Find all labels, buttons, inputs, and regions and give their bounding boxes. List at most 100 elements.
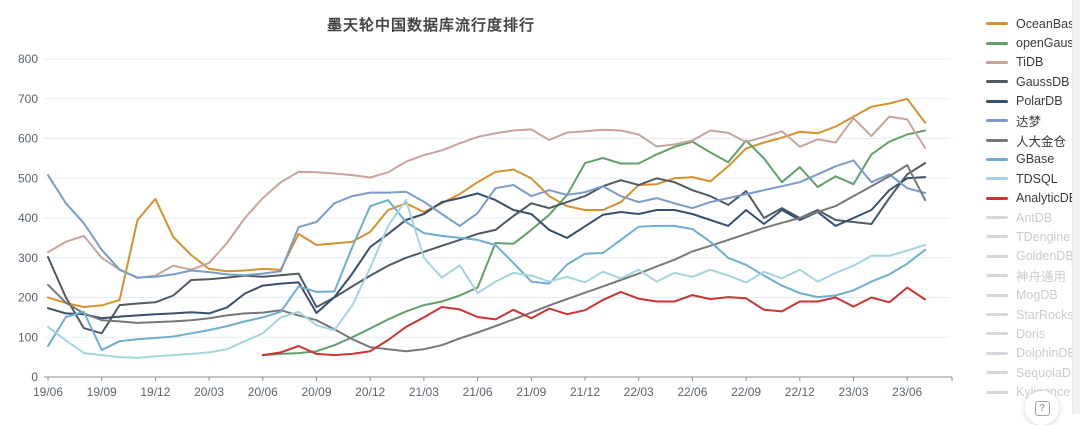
series-line-openGauss [261, 129, 927, 357]
legend-swatch [986, 177, 1008, 181]
svg-text:21/12: 21/12 [570, 385, 600, 399]
series-line-PolarDB [47, 176, 927, 320]
legend-label: 达梦 [1016, 115, 1042, 130]
legend-swatch [986, 274, 1008, 278]
legend-label: MogDB [1016, 288, 1058, 303]
svg-text:21/09: 21/09 [516, 385, 546, 399]
legend-label: AntDB [1016, 210, 1053, 225]
svg-text:23/03: 23/03 [838, 385, 868, 399]
legend-label: TDengine [1016, 229, 1071, 244]
legend-item-达梦[interactable]: 达梦 [986, 111, 1074, 130]
svg-text:400: 400 [18, 211, 38, 225]
x-axis: 19/06 19/09 19/12 20/03 20/06 20/09 20/12 21/03… [33, 376, 953, 399]
legend-swatch [986, 80, 1008, 84]
legend-swatch [986, 157, 1008, 161]
legend-label: 人大金仓 [1016, 134, 1067, 149]
svg-text:20/03: 20/03 [194, 385, 224, 399]
legend-swatch [986, 196, 1008, 200]
legend-swatch [986, 351, 1008, 355]
svg-text:22/09: 22/09 [731, 385, 761, 399]
legend-item-GaussDB[interactable]: GaussDB [986, 72, 1074, 91]
scrollbar[interactable] [1072, 0, 1080, 414]
series-line-AnalyticDB [261, 286, 927, 357]
legend-item-GBase[interactable]: GBase [986, 150, 1074, 169]
legend-swatch [986, 60, 1008, 64]
svg-text:21/06: 21/06 [463, 385, 493, 399]
svg-text:19/06: 19/06 [33, 385, 63, 399]
legend-item-TiDB[interactable]: TiDB [986, 53, 1074, 72]
chart-canvas: 0 100 200 300 400 500 600 700 800 19/06 19/09 19/12… [18, 52, 953, 399]
svg-text:0: 0 [31, 370, 38, 384]
legend-label: GaussDB [1016, 74, 1070, 89]
legend-label: GBase [1016, 152, 1055, 167]
legend-label: 神舟通用 [1016, 270, 1067, 285]
svg-text:700: 700 [18, 92, 38, 106]
chart-title: 墨天轮中国数据库流行度排行 [326, 17, 536, 34]
svg-text:200: 200 [18, 291, 38, 305]
legend-swatch [986, 293, 1008, 297]
legend-label: OceanBase [1016, 16, 1080, 31]
legend-swatch [986, 371, 1008, 375]
legend-label: TDSQL [1016, 171, 1058, 186]
legend-item-TDengine[interactable]: TDengine [986, 227, 1074, 246]
series-line-TiDB [47, 115, 927, 279]
legend: OceanBase openGauss TiDB GaussDB PolarDB 达梦人大… [986, 14, 1080, 402]
svg-text:20/06: 20/06 [248, 385, 278, 399]
legend-swatch [986, 313, 1008, 317]
series-line-TDSQL [47, 199, 927, 359]
legend-swatch [986, 119, 1008, 123]
svg-text:100: 100 [18, 330, 38, 344]
legend-item-OceanBase[interactable]: OceanBase [986, 14, 1080, 33]
legend-label: AnalyticDB [1016, 191, 1078, 206]
legend-item-SequoiaDB[interactable]: SequoiaDB [986, 363, 1079, 382]
legend-item-AnalyticDB[interactable]: AnalyticDB [986, 189, 1078, 208]
legend-item-AntDB[interactable]: AntDB [986, 208, 1074, 227]
legend-item-MogDB[interactable]: MogDB [986, 285, 1074, 304]
boxed-question-mark-icon: ? [1034, 400, 1050, 416]
legend-swatch [986, 216, 1008, 220]
legend-item-DolphinDB[interactable]: DolphinDB [986, 344, 1076, 363]
series-line-OceanBase [47, 97, 927, 308]
svg-text:23/06: 23/06 [892, 385, 922, 399]
legend-item-StarRocks[interactable]: StarRocks [986, 305, 1074, 324]
legend-item-TDSQL[interactable]: TDSQL [986, 169, 1074, 188]
legend-label: StarRocks [1016, 307, 1074, 322]
legend-label: Doris [1016, 326, 1046, 341]
legend-swatch [986, 22, 1008, 26]
legend-swatch [986, 138, 1008, 142]
svg-text:22/06: 22/06 [677, 385, 707, 399]
legend-label: GoldenDB [1016, 249, 1074, 264]
legend-item-神舟通用[interactable]: 神舟通用 [986, 266, 1074, 285]
svg-text:800: 800 [18, 52, 38, 66]
svg-text:300: 300 [18, 251, 38, 265]
legend-item-人大金仓[interactable]: 人大金仓 [986, 130, 1074, 149]
svg-text:22/12: 22/12 [785, 385, 815, 399]
legend-swatch [986, 99, 1008, 103]
svg-text:500: 500 [18, 171, 38, 185]
legend-item-GoldenDB[interactable]: GoldenDB [986, 247, 1074, 266]
svg-text:600: 600 [18, 132, 38, 146]
svg-text:20/12: 20/12 [355, 385, 385, 399]
legend-label: TiDB [1016, 55, 1044, 70]
svg-text:19/12: 19/12 [140, 385, 170, 399]
legend-label: DolphinDB [1016, 346, 1076, 361]
svg-text:21/03: 21/03 [409, 385, 439, 399]
series-line-人大金仓 [47, 164, 927, 353]
legend-swatch [986, 235, 1008, 239]
legend-item-PolarDB[interactable]: PolarDB [986, 92, 1074, 111]
svg-text:20/09: 20/09 [301, 385, 331, 399]
legend-item-openGauss[interactable]: openGauss [986, 33, 1080, 52]
legend-swatch [986, 390, 1008, 394]
help-button[interactable]: ? [1025, 391, 1059, 425]
legend-swatch [986, 254, 1008, 258]
legend-swatch [986, 332, 1008, 336]
legend-item-Doris[interactable]: Doris [986, 324, 1074, 343]
y-axis: 0 100 200 300 400 500 600 700 800 [18, 52, 38, 384]
series-line-GBase [47, 199, 927, 351]
legend-label: SequoiaDB [1016, 365, 1080, 380]
series-line-GaussDB [47, 162, 927, 335]
legend-label: PolarDB [1016, 94, 1063, 109]
svg-text:19/09: 19/09 [87, 385, 117, 399]
series-line-达梦 [47, 159, 927, 279]
legend-swatch [986, 41, 1008, 45]
